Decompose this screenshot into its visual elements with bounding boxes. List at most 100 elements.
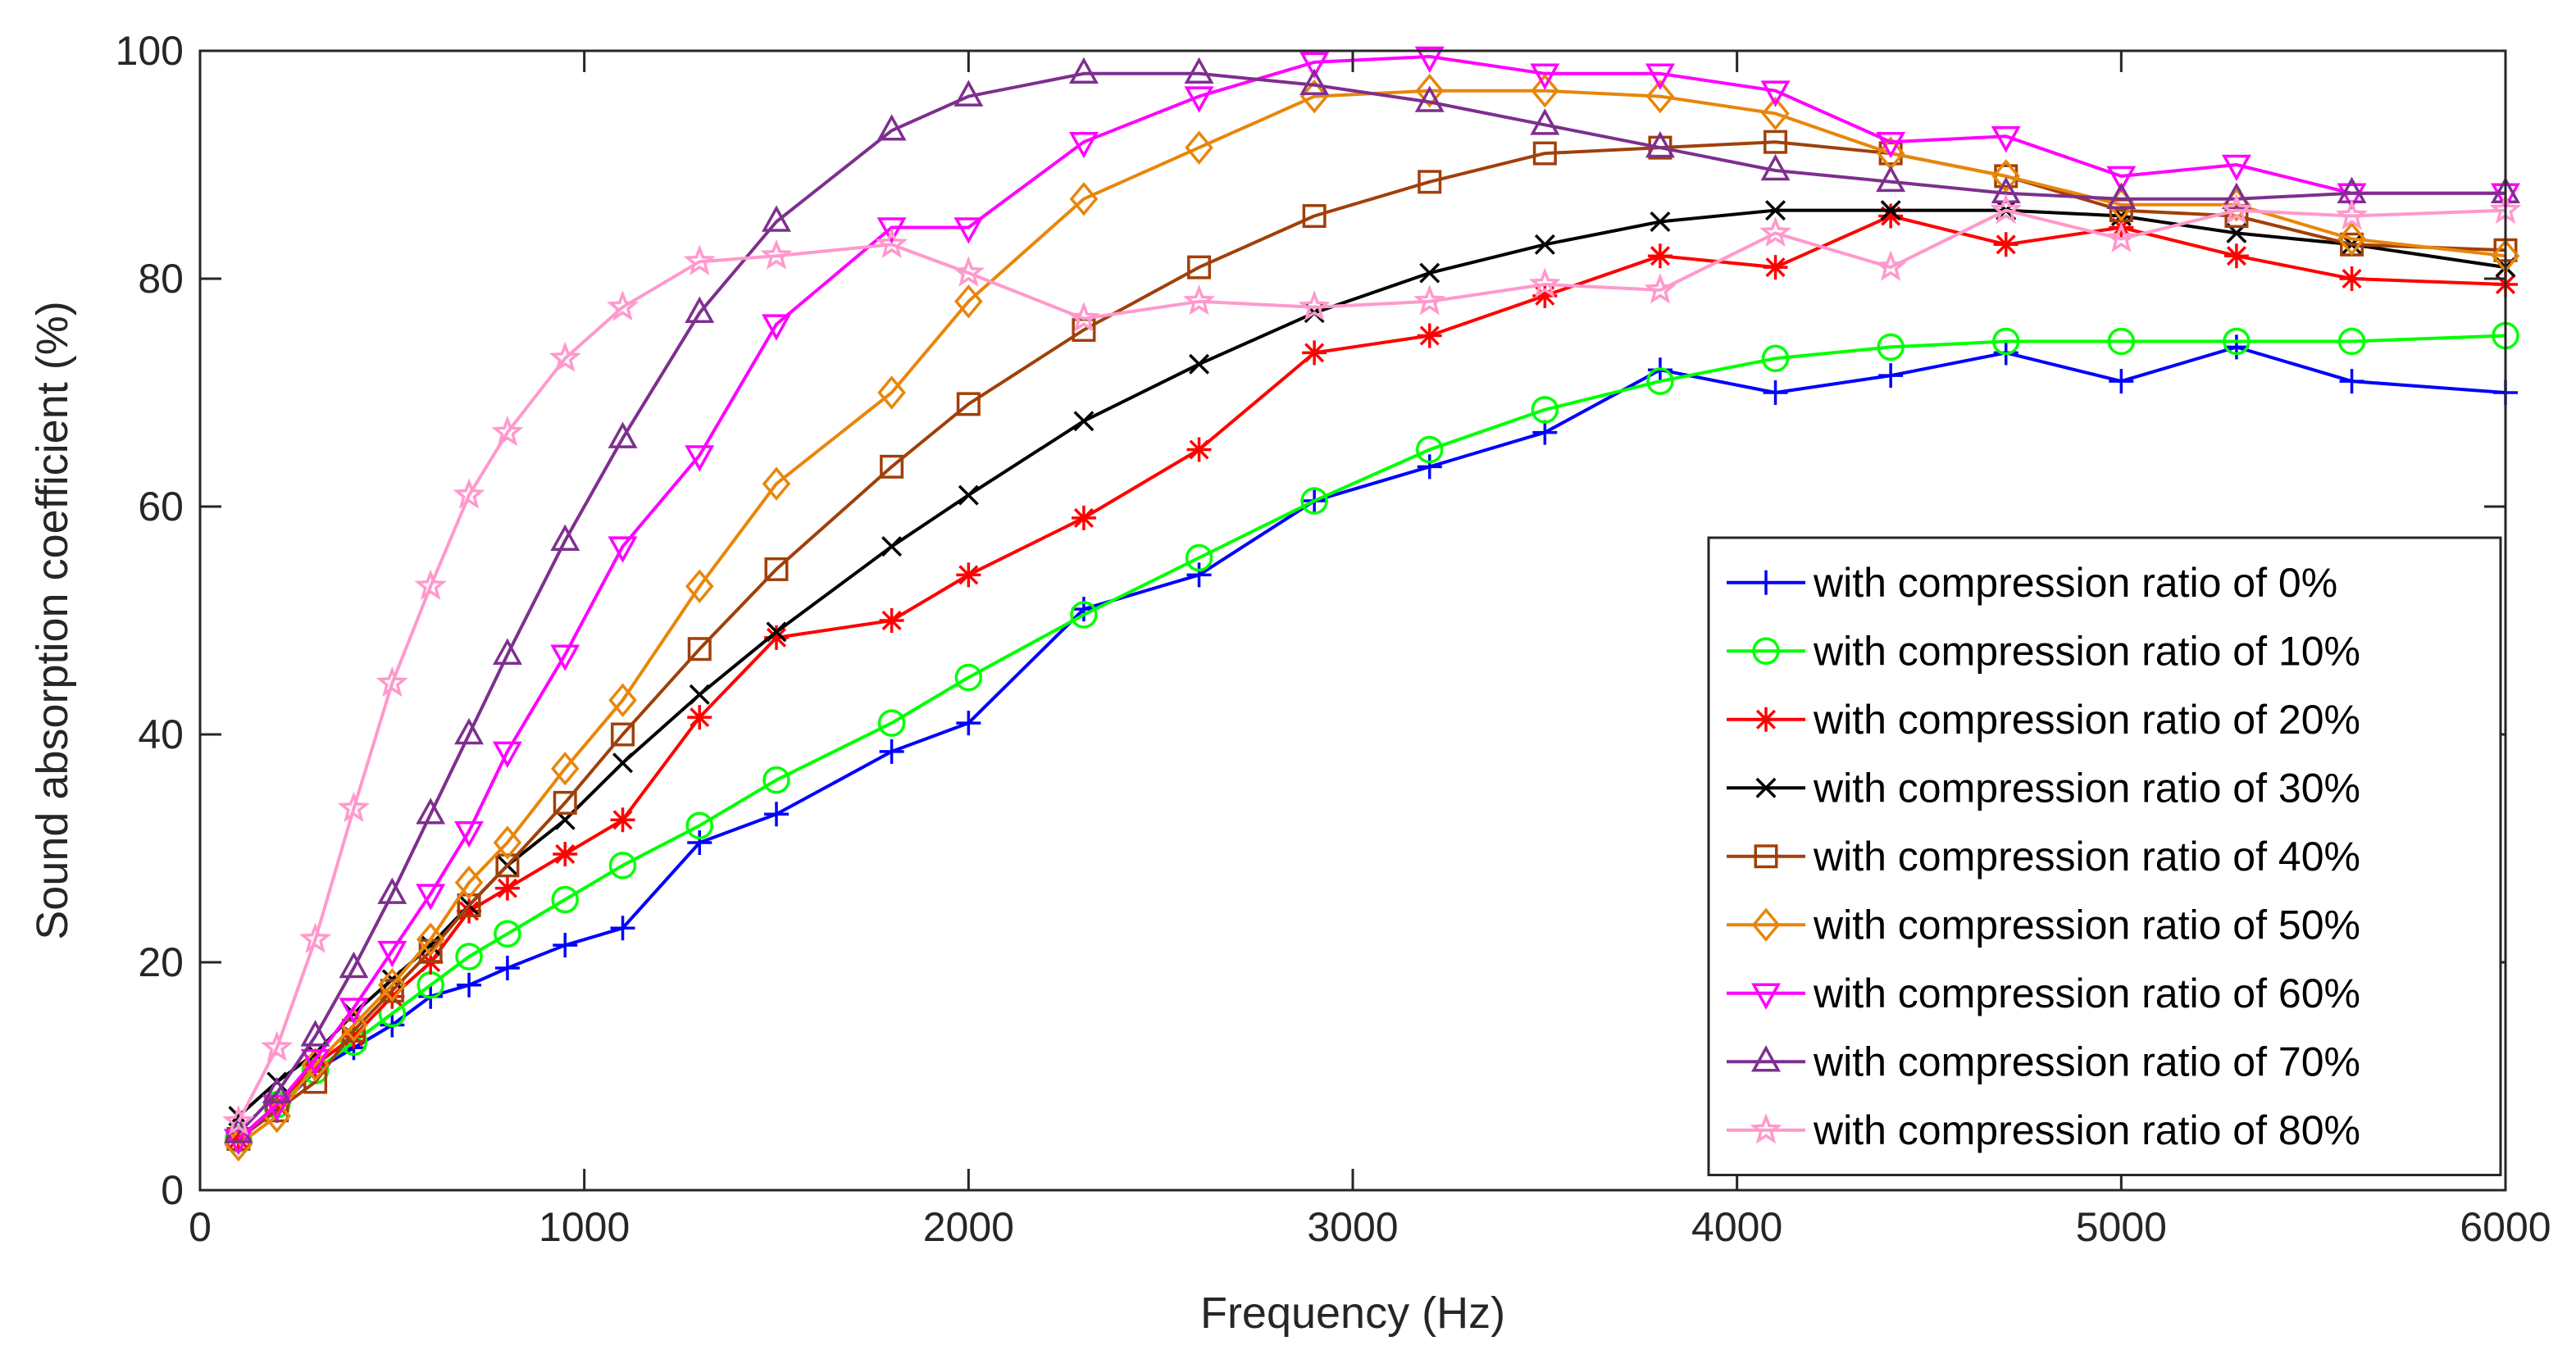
data-point [493, 825, 522, 860]
data-point [1878, 363, 1904, 389]
data-point [1068, 57, 1099, 84]
data-point [1760, 153, 1791, 181]
data-point [1189, 353, 1210, 375]
data-point [1532, 141, 1557, 166]
data-point [689, 684, 710, 705]
data-point [454, 717, 485, 745]
data-point [341, 1024, 366, 1049]
data-point [608, 421, 638, 448]
data-point [1184, 57, 1214, 84]
data-point [956, 711, 981, 736]
data-point [685, 296, 715, 323]
legend-label: with compression ratio of 60% [1813, 970, 2360, 1016]
legend-item: with compression ratio of 70% [1727, 1039, 2360, 1084]
data-point [492, 638, 522, 665]
data-point [1765, 200, 1786, 221]
data-point [1073, 411, 1095, 432]
y-tick-label: 40 [138, 711, 184, 757]
data-point [457, 898, 482, 924]
series-line-7 [237, 71, 2505, 1134]
series-7 [223, 57, 2520, 1143]
data-point [956, 392, 981, 416]
data-point [553, 790, 577, 815]
data-point [416, 884, 446, 911]
data-point [1644, 273, 1677, 304]
data-point [339, 951, 369, 979]
data-point [300, 1020, 330, 1047]
data-point [762, 766, 790, 794]
data-point [687, 705, 712, 730]
legend-item: with compression ratio of 30% [1727, 765, 2360, 811]
data-point [300, 1048, 330, 1076]
data-point [2337, 183, 2367, 210]
data-point [1414, 85, 1445, 112]
data-point [1991, 159, 2021, 193]
data-point [1069, 181, 1099, 216]
data-point [610, 807, 635, 833]
data-point [1759, 216, 1792, 248]
data-point [1990, 193, 2023, 225]
series-layer [222, 46, 2522, 1162]
data-point [1991, 176, 2021, 203]
data-point [1530, 108, 1560, 135]
data-point [1067, 302, 1100, 333]
data-point [1414, 46, 1445, 74]
data-point [879, 608, 904, 633]
data-point [1530, 63, 1560, 90]
data-point [876, 114, 907, 141]
legend-label: with compression ratio of 50% [1813, 902, 2360, 948]
data-point [683, 244, 716, 275]
legend-marker [1755, 777, 1777, 798]
data-point [876, 217, 907, 244]
data-point [2223, 243, 2249, 269]
data-point [1299, 79, 1329, 114]
data-point [954, 284, 983, 319]
data-point [1760, 80, 1791, 107]
y-tick-label: 60 [138, 484, 184, 530]
data-point [262, 1076, 292, 1104]
series-line-8 [237, 208, 2506, 1123]
data-point [1299, 52, 1330, 80]
legend-label: with compression ratio of 0% [1813, 560, 2337, 606]
legend-marker [1751, 907, 1781, 942]
data-point [956, 562, 981, 588]
data-point [1531, 396, 1559, 424]
data-point [261, 1030, 294, 1061]
series-line-6 [237, 55, 2505, 1140]
data-point [494, 875, 520, 901]
data-point [687, 637, 712, 661]
data-point [1068, 131, 1099, 159]
data-point [1300, 487, 1328, 515]
y-tick-label: 0 [161, 1167, 184, 1213]
data-point [1993, 232, 2018, 257]
legend-label: with compression ratio of 80% [1813, 1107, 2360, 1153]
data-point [1876, 165, 1906, 193]
data-point [2106, 182, 2137, 209]
data-point [2337, 327, 2366, 356]
data-point [454, 820, 485, 848]
data-point [2107, 327, 2136, 356]
series-line-5 [237, 89, 2506, 1147]
data-point [1761, 344, 1790, 373]
legend-marker [1750, 1113, 1782, 1144]
data-point [1413, 284, 1446, 316]
data-point [2221, 154, 2251, 182]
data-point [222, 1104, 255, 1136]
data-point [1184, 86, 1214, 113]
data-point [762, 314, 791, 341]
legend-label: with compression ratio of 30% [1813, 765, 2360, 811]
x-tick-label: 3000 [1307, 1204, 1398, 1250]
data-point [553, 841, 578, 866]
x-tick-label: 6000 [2460, 1204, 2551, 1250]
data-point [377, 940, 407, 968]
data-point [1415, 435, 1444, 464]
legend-marker [1751, 1045, 1781, 1072]
data-point [954, 663, 983, 692]
data-point [495, 853, 520, 878]
data-point [1531, 73, 1559, 108]
data-point [608, 683, 637, 718]
data-point [1070, 601, 1098, 629]
data-point [298, 922, 332, 953]
data-point [1183, 284, 1216, 316]
data-point [550, 644, 580, 671]
